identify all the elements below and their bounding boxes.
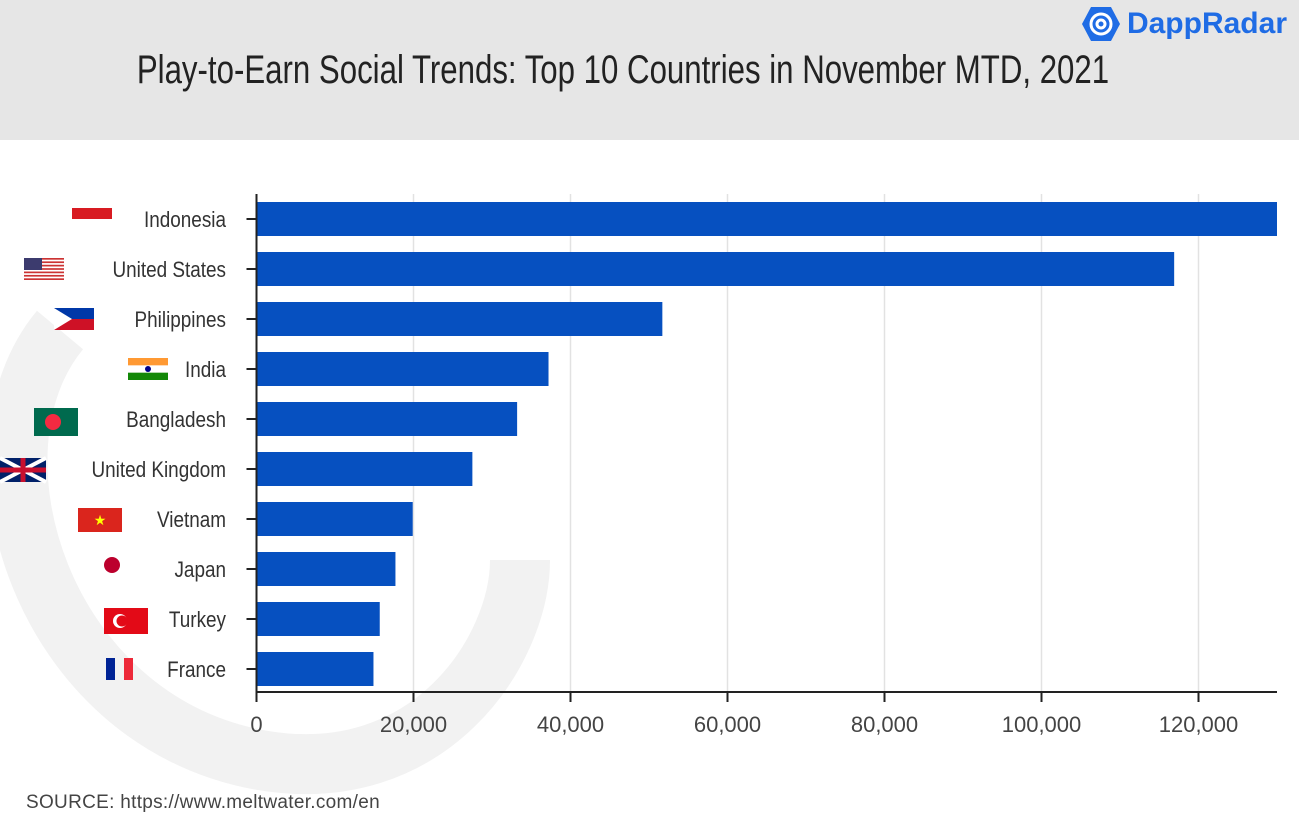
logo-text: DappRadar: [1126, 7, 1287, 40]
flag-part: [24, 258, 42, 270]
x-tick-label: 80,000: [851, 712, 918, 737]
bar-united-kingdom: [256, 452, 473, 486]
vietnam-flag-icon: ★: [78, 508, 122, 532]
indonesia-flag-icon: [72, 208, 112, 219]
category-label: France: [167, 658, 226, 683]
japan-flag-icon: [104, 557, 120, 573]
bar-indonesia: [256, 202, 1277, 236]
uk-flag-icon: [0, 456, 47, 484]
flag-part: [0, 458, 46, 482]
flag-part: [24, 274, 64, 277]
flag-part: [128, 372, 168, 380]
category-label: Bangladesh: [126, 408, 226, 433]
flag-part: [45, 414, 61, 430]
us-flag-icon: [24, 258, 64, 280]
bangladesh-flag-icon: [34, 408, 78, 436]
x-tick-label: 100,000: [1002, 712, 1082, 737]
bar-philippines: [256, 302, 663, 336]
bar-bangladesh: [256, 402, 518, 436]
flag-part: [24, 258, 64, 260]
category-label: Turkey: [169, 608, 227, 633]
flag-part: [128, 358, 168, 366]
watermark-icon: [0, 310, 550, 795]
x-tick-label: 20,000: [380, 712, 447, 737]
x-tick-label: 60,000: [694, 712, 761, 737]
flag-part: [72, 208, 112, 219]
flag-part: [116, 615, 128, 627]
flag-part: [24, 271, 64, 274]
flag-part: ★: [94, 512, 107, 528]
source-note: SOURCE: https://www.meltwater.com/en: [26, 792, 380, 813]
flag-part: [24, 264, 64, 267]
category-label: Philippines: [135, 308, 226, 333]
flag-part: [145, 366, 151, 372]
flag-part: [124, 658, 133, 680]
flag-part: [104, 557, 120, 573]
flag-part: [24, 261, 64, 264]
bar-united-states: [256, 252, 1175, 286]
x-tick-label: 120,000: [1159, 712, 1239, 737]
header: Play-to-Earn Social Trends: Top 10 Count…: [0, 0, 1299, 140]
turkey-flag-icon: [104, 608, 148, 634]
category-label: Indonesia: [144, 208, 227, 233]
radar-icon: [1081, 7, 1120, 41]
flag-part: [106, 658, 115, 680]
flag-part: [54, 308, 72, 330]
category-label: United Kingdom: [91, 458, 226, 483]
category-label: India: [185, 358, 227, 383]
category-label: United States: [113, 258, 226, 283]
bar-france: [256, 652, 374, 686]
bar-vietnam: [256, 502, 413, 536]
flag-part: [24, 268, 64, 270]
flag-part: [54, 308, 94, 319]
flag-part: [54, 319, 94, 330]
category-label: Vietnam: [157, 508, 226, 533]
philippines-flag-icon: [54, 308, 94, 330]
x-tick-label: 0: [250, 712, 262, 737]
dappradar-logo: DappRadar: [1081, 4, 1287, 44]
bar-japan: [256, 552, 396, 586]
india-flag-icon: [128, 358, 168, 380]
france-flag-icon: [106, 658, 133, 680]
flag-part: [78, 508, 122, 532]
x-tick-label: 40,000: [537, 712, 604, 737]
flag-part: [24, 278, 64, 280]
bar-india: [256, 352, 549, 386]
bar-turkey: [256, 602, 380, 636]
category-label: Japan: [174, 558, 226, 583]
chart-title: Play-to-Earn Social Trends: Top 10 Count…: [136, 48, 1110, 92]
